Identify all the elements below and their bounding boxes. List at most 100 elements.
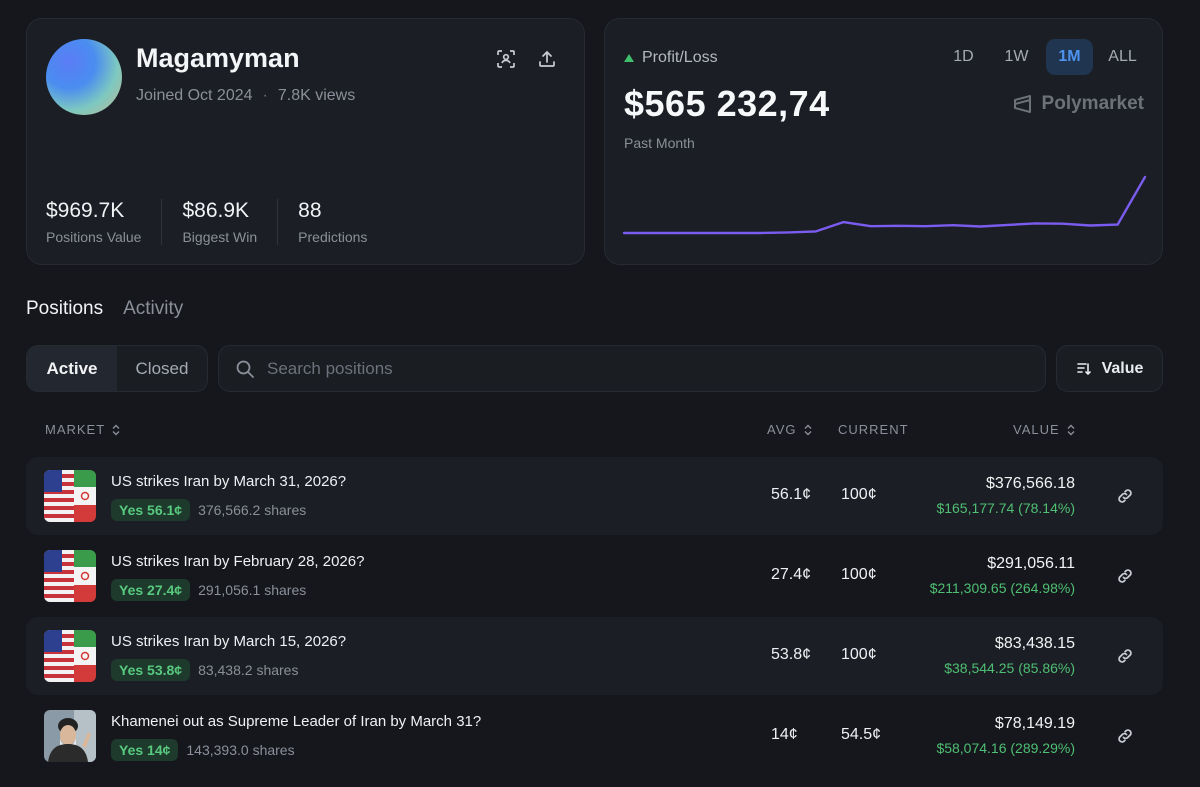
timeframe-1m[interactable]: 1M [1046, 39, 1093, 75]
profile-card: Magamyman Joined Oct 2024 · 7.8K views $… [26, 18, 585, 265]
header-label: MARKET [45, 422, 106, 437]
column-header-market[interactable]: MARKET [45, 422, 121, 437]
current-price: 100¢ [841, 486, 877, 503]
avatar[interactable] [46, 39, 122, 115]
position-pnl: $58,074.16 (289.29%) [936, 740, 1075, 756]
sort-toggle-icon [112, 424, 120, 435]
timeframe-1d[interactable]: 1D [953, 48, 974, 65]
pnl-value: $565 232,74 [624, 83, 830, 124]
stat-predictions: 88 Predictions [298, 199, 387, 245]
market-thumbnail [44, 470, 96, 522]
position-pnl: $165,177.74 (78.14%) [936, 500, 1075, 516]
avg-price: 27.4¢ [771, 566, 812, 583]
column-header-value[interactable]: VALUE [1013, 422, 1076, 437]
column-header-avg[interactable]: AVG [767, 422, 813, 437]
outcome-badge: Yes 56.1¢ [111, 499, 191, 521]
market-thumbnail [44, 630, 96, 682]
current-price: 54.5¢ [841, 726, 882, 743]
market-title[interactable]: US strikes Iran by March 31, 2026? [111, 473, 347, 490]
joined-date: Joined Oct 2024 [136, 87, 253, 104]
stat-value: 88 [298, 199, 322, 222]
username: Magamyman [136, 43, 300, 73]
status-segment: Active Closed [26, 345, 208, 392]
pnl-card: Profit/Loss $565 232,74 Past Month 1D 1W… [604, 18, 1163, 265]
link-icon [1118, 489, 1132, 503]
position-value: $376,566.18 [986, 475, 1075, 492]
sort-label: Value [1101, 359, 1144, 377]
table-row[interactable]: US strikes Iran by March 31, 2026? Yes 5… [26, 457, 1163, 535]
portrait-icon [44, 710, 96, 762]
us-iran-flags-icon [44, 630, 96, 682]
view-count: 7.8K views [277, 87, 356, 104]
avg-price: 53.8¢ [771, 646, 812, 663]
triangle-up-icon [624, 54, 634, 62]
sort-button[interactable]: Value [1056, 345, 1163, 392]
pnl-period: Past Month [624, 135, 695, 151]
position-outcome: Yes 14¢ 143,393.0 shares [111, 739, 295, 761]
link-button[interactable] [1115, 726, 1135, 746]
position-outcome: Yes 27.4¢ 291,056.1 shares [111, 579, 306, 601]
search-icon [236, 360, 254, 378]
scan-icon [497, 50, 515, 68]
stat-value: $86.9K [182, 199, 250, 222]
table-row[interactable]: US strikes Iran by March 15, 2026? Yes 5… [26, 617, 1163, 695]
current-price: 100¢ [841, 646, 877, 663]
stat-label: Predictions [298, 229, 368, 245]
polymarket-brand: Polymarket [1012, 93, 1144, 115]
tab-positions[interactable]: Positions [26, 298, 104, 319]
market-thumbnail [44, 550, 96, 602]
market-title[interactable]: US strikes Iran by February 28, 2026? [111, 553, 365, 570]
stat-positions-value: $969.7K Positions Value [46, 199, 163, 245]
us-iran-flags-icon [44, 470, 96, 522]
search-box [218, 345, 1046, 392]
header-label: AVG [767, 422, 797, 437]
link-button[interactable] [1115, 646, 1135, 666]
link-icon [1118, 649, 1132, 663]
segment-closed[interactable]: Closed [135, 358, 189, 378]
outcome-badge: Yes 14¢ [111, 739, 179, 761]
segment-active[interactable]: Active [27, 346, 117, 391]
stat-value: $969.7K [46, 199, 125, 222]
position-pnl: $38,544.25 (85.86%) [944, 660, 1075, 676]
position-value: $291,056.11 [987, 555, 1075, 572]
column-header-current: CURRENT [838, 422, 909, 437]
tab-activity[interactable]: Activity [123, 298, 184, 319]
share-count: 143,393.0 shares [186, 742, 295, 758]
pnl-chart [622, 175, 1147, 235]
table-row[interactable]: Khamenei out as Supreme Leader of Iran b… [26, 697, 1163, 775]
stat-biggest-win: $86.9K Biggest Win [182, 199, 279, 245]
us-iran-flags-icon [44, 550, 96, 602]
qr-scan-button[interactable] [494, 47, 518, 71]
search-input[interactable] [267, 358, 967, 379]
market-thumbnail [44, 710, 96, 762]
link-button[interactable] [1115, 486, 1135, 506]
position-value: $83,438.15 [994, 635, 1075, 652]
pnl-series-line [622, 175, 1147, 235]
position-value: $78,149.19 [994, 715, 1075, 732]
avg-price: 14¢ [771, 726, 798, 743]
upload-icon [539, 50, 555, 67]
pnl-label: Profit/Loss [642, 49, 718, 66]
sort-descending-icon [1076, 362, 1091, 375]
position-pnl: $211,309.65 (264.98%) [929, 580, 1075, 596]
timeframe-1w[interactable]: 1W [1004, 48, 1029, 65]
market-title[interactable]: Khamenei out as Supreme Leader of Iran b… [111, 713, 482, 730]
share-count: 83,438.2 shares [198, 662, 299, 678]
market-title[interactable]: US strikes Iran by March 15, 2026? [111, 633, 347, 650]
timeframe-all[interactable]: ALL [1108, 48, 1137, 65]
link-icon [1118, 729, 1132, 743]
sort-toggle-icon [1067, 424, 1075, 435]
avg-price: 56.1¢ [771, 486, 812, 503]
share-button[interactable] [535, 47, 559, 71]
current-price: 100¢ [841, 566, 877, 583]
outcome-badge: Yes 27.4¢ [111, 579, 191, 601]
link-button[interactable] [1115, 566, 1135, 586]
table-row[interactable]: US strikes Iran by February 28, 2026? Ye… [26, 537, 1163, 615]
polymarket-logo-icon [1013, 95, 1031, 113]
profile-meta: Joined Oct 2024 · 7.8K views [136, 87, 355, 105]
sort-toggle-icon [804, 424, 811, 435]
header-label: VALUE [1013, 422, 1060, 437]
profile-stats: $969.7K Positions Value $86.9K Biggest W… [46, 199, 407, 245]
main-tabs: Positions Activity [26, 298, 183, 320]
share-count: 291,056.1 shares [198, 582, 307, 598]
